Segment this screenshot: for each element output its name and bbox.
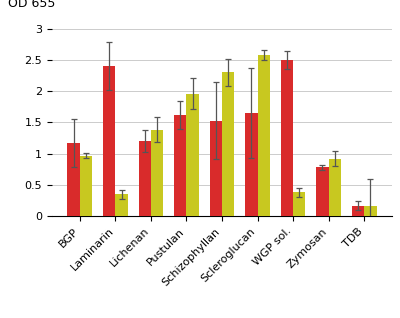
Bar (293, 192, 306, 216)
Bar (245, 113, 258, 216)
Bar (116, 194, 128, 216)
Bar (281, 60, 293, 216)
Bar (186, 93, 199, 216)
Bar (80, 156, 92, 216)
Bar (210, 121, 222, 216)
Bar (103, 66, 116, 216)
Bar (222, 73, 234, 216)
Bar (138, 141, 151, 216)
Bar (151, 130, 163, 216)
Bar (352, 206, 364, 216)
Text: OD 655: OD 655 (8, 0, 55, 10)
Bar (174, 115, 186, 216)
Bar (258, 55, 270, 216)
Bar (68, 143, 80, 216)
Bar (364, 206, 376, 216)
Bar (328, 159, 341, 216)
Bar (316, 168, 328, 216)
